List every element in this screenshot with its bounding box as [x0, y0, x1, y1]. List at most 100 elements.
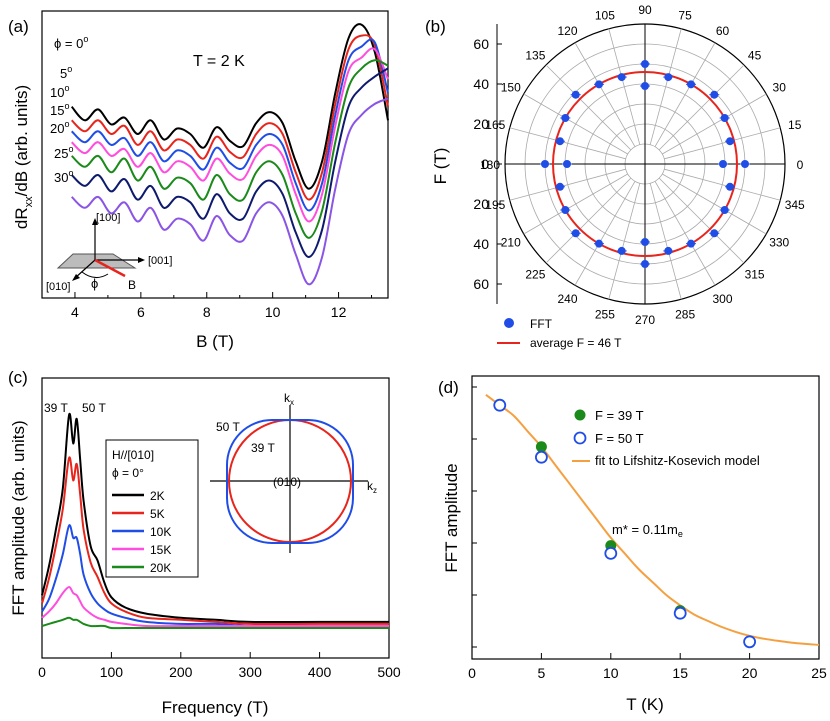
polar-angle-label: 300: [712, 292, 732, 306]
polar-angle-label: 90: [638, 3, 652, 17]
polar-r-tick-label: 60: [473, 276, 489, 292]
polar-grid-spoke: [523, 93, 628, 155]
legend-f39-marker: [574, 409, 586, 421]
phi-label: ϕ: [91, 276, 98, 291]
fs-center-label: (010): [273, 475, 301, 489]
polar-angle-label: 345: [785, 198, 805, 212]
legend-f50-label: F = 50 T: [595, 431, 644, 446]
f50-point: [673, 606, 687, 620]
polar-grid-spoke: [654, 181, 716, 286]
angle-label-2: 10o: [50, 83, 69, 100]
fft-point: [664, 246, 673, 255]
panel-a-xtick-label: 8: [203, 304, 211, 320]
fft-point: [641, 260, 649, 268]
polar-angle-label: 150: [501, 81, 521, 95]
angle-label-0: ϕ = 0o: [54, 34, 88, 51]
fermi-surface-inset: (010) kx kz 50 T 39 T: [210, 391, 377, 553]
fft-point: [563, 160, 571, 168]
legend-label-20K: 20K: [150, 561, 171, 575]
panel-c-xtick-label: 300: [239, 664, 263, 680]
fft-point: [710, 229, 719, 238]
panel-c-xlabel: Frequency (T): [162, 698, 269, 717]
polar-r-tick-label: 40: [473, 236, 489, 252]
effective-mass-annotation: m* = 0.11me: [612, 522, 683, 539]
legend-label-2K: 2K: [150, 489, 165, 503]
crystal-axes-inset: [100] [001] [010] ϕ B: [46, 212, 172, 293]
panel-a-label: (a): [8, 17, 29, 36]
panel-c-xtick-label: 0: [38, 664, 46, 680]
f50-point: [604, 547, 618, 560]
panel-a-title: T = 2 K: [193, 53, 245, 70]
fft-point: [555, 137, 564, 146]
fft-point: [687, 239, 695, 248]
panel-a-xlabel: B (T): [196, 332, 234, 351]
fft-point: [664, 73, 673, 82]
legend-label-5K: 5K: [150, 507, 165, 521]
panel-a-line-phi-15: [71, 47, 389, 223]
fft-point: [710, 90, 719, 99]
panel-a-line-phi-0: [70, 23, 389, 190]
polar-angle-label: 120: [557, 24, 577, 38]
panel-a-xtick-label: 12: [331, 304, 347, 320]
polar-grid-spoke: [608, 183, 641, 300]
polar-angle-label: 195: [485, 198, 505, 212]
polar-angle-label: 60: [716, 24, 730, 38]
legend-title-phi: ϕ = 0°: [112, 466, 144, 480]
polar-grid-spoke: [649, 183, 682, 300]
panel-d-xtick-label: 15: [672, 665, 688, 681]
panel-c-xtick-label: 400: [308, 664, 332, 680]
panel-d-label: (d): [438, 378, 459, 397]
panel-d-xlabel: T (K): [626, 695, 663, 714]
panel-a-frame: [41, 10, 389, 299]
fs-label-39t: 39 T: [251, 441, 275, 455]
panel-c-xtick-label: 500: [377, 664, 401, 680]
axis-010-label: [010]: [46, 281, 70, 293]
axis-001-label: [001]: [148, 255, 172, 267]
fft-point: [571, 229, 580, 238]
panel-c-legend: [105, 439, 199, 578]
legend-avg-label: average F = 46 T: [530, 336, 622, 350]
fft-point: [641, 60, 649, 68]
fft-point: [720, 114, 729, 122]
field-b-label: B: [128, 278, 136, 292]
polar-grid-spoke: [649, 28, 682, 145]
panel-a-xtick-label: 10: [265, 304, 281, 320]
polar-angle-label: 330: [769, 236, 789, 250]
fft-point: [555, 182, 564, 191]
polar-r-tick-label: 20: [473, 196, 489, 212]
legend-f39-label: F = 39 T: [595, 408, 644, 423]
fft-point: [595, 239, 603, 248]
fft-point: [617, 73, 626, 82]
panel-d-xtick-label: 0: [468, 665, 476, 681]
polar-grid-spoke: [574, 181, 636, 286]
panel-a: (a) 4 6 8 10 12 B (T) dRxx/dB (arb. units) T…: [8, 10, 389, 351]
polar-r-tick-label: 60: [473, 36, 489, 52]
fft-point: [719, 160, 727, 168]
panel-b-ylabel: F (T): [431, 148, 450, 185]
polar-grid-spoke: [509, 127, 626, 160]
angle-label-4: 20o: [50, 119, 69, 136]
polar-angle-label: 240: [557, 292, 577, 306]
polar-angle-label: 15: [788, 118, 802, 132]
fft-point: [641, 238, 649, 246]
panel-a-xtick-label: 4: [71, 304, 79, 320]
polar-grid-spoke: [545, 64, 632, 151]
polar-angle-label: 225: [525, 268, 545, 282]
panel-a-line-phi-30: [71, 97, 389, 286]
polar-angle-label: 270: [635, 313, 655, 327]
f50-point: [535, 450, 548, 464]
fft-spectrum-15K: [41, 585, 389, 628]
panel-c-xtick-label: 100: [100, 664, 124, 680]
polar-angle-label: 180: [480, 158, 500, 172]
polar-angle-label: 315: [745, 268, 765, 282]
fs-50t-contour: [226, 419, 354, 544]
panel-c-frame: [41, 377, 390, 659]
legend-label-10K: 10K: [150, 525, 171, 539]
lk-fit-curve: [485, 393, 820, 646]
polar-angle-label: 255: [595, 308, 615, 322]
panel-a-ylabel: dRxx/dB (arb. units): [12, 85, 35, 229]
polar-grid-spoke: [664, 168, 781, 201]
panel-a-line-phi-10: [71, 38, 389, 212]
panel-d-xtick-label: 10: [603, 665, 619, 681]
panel-c: (c) 0 100 200 300 400 500 Frequency (T) FFT a…: [8, 368, 401, 717]
